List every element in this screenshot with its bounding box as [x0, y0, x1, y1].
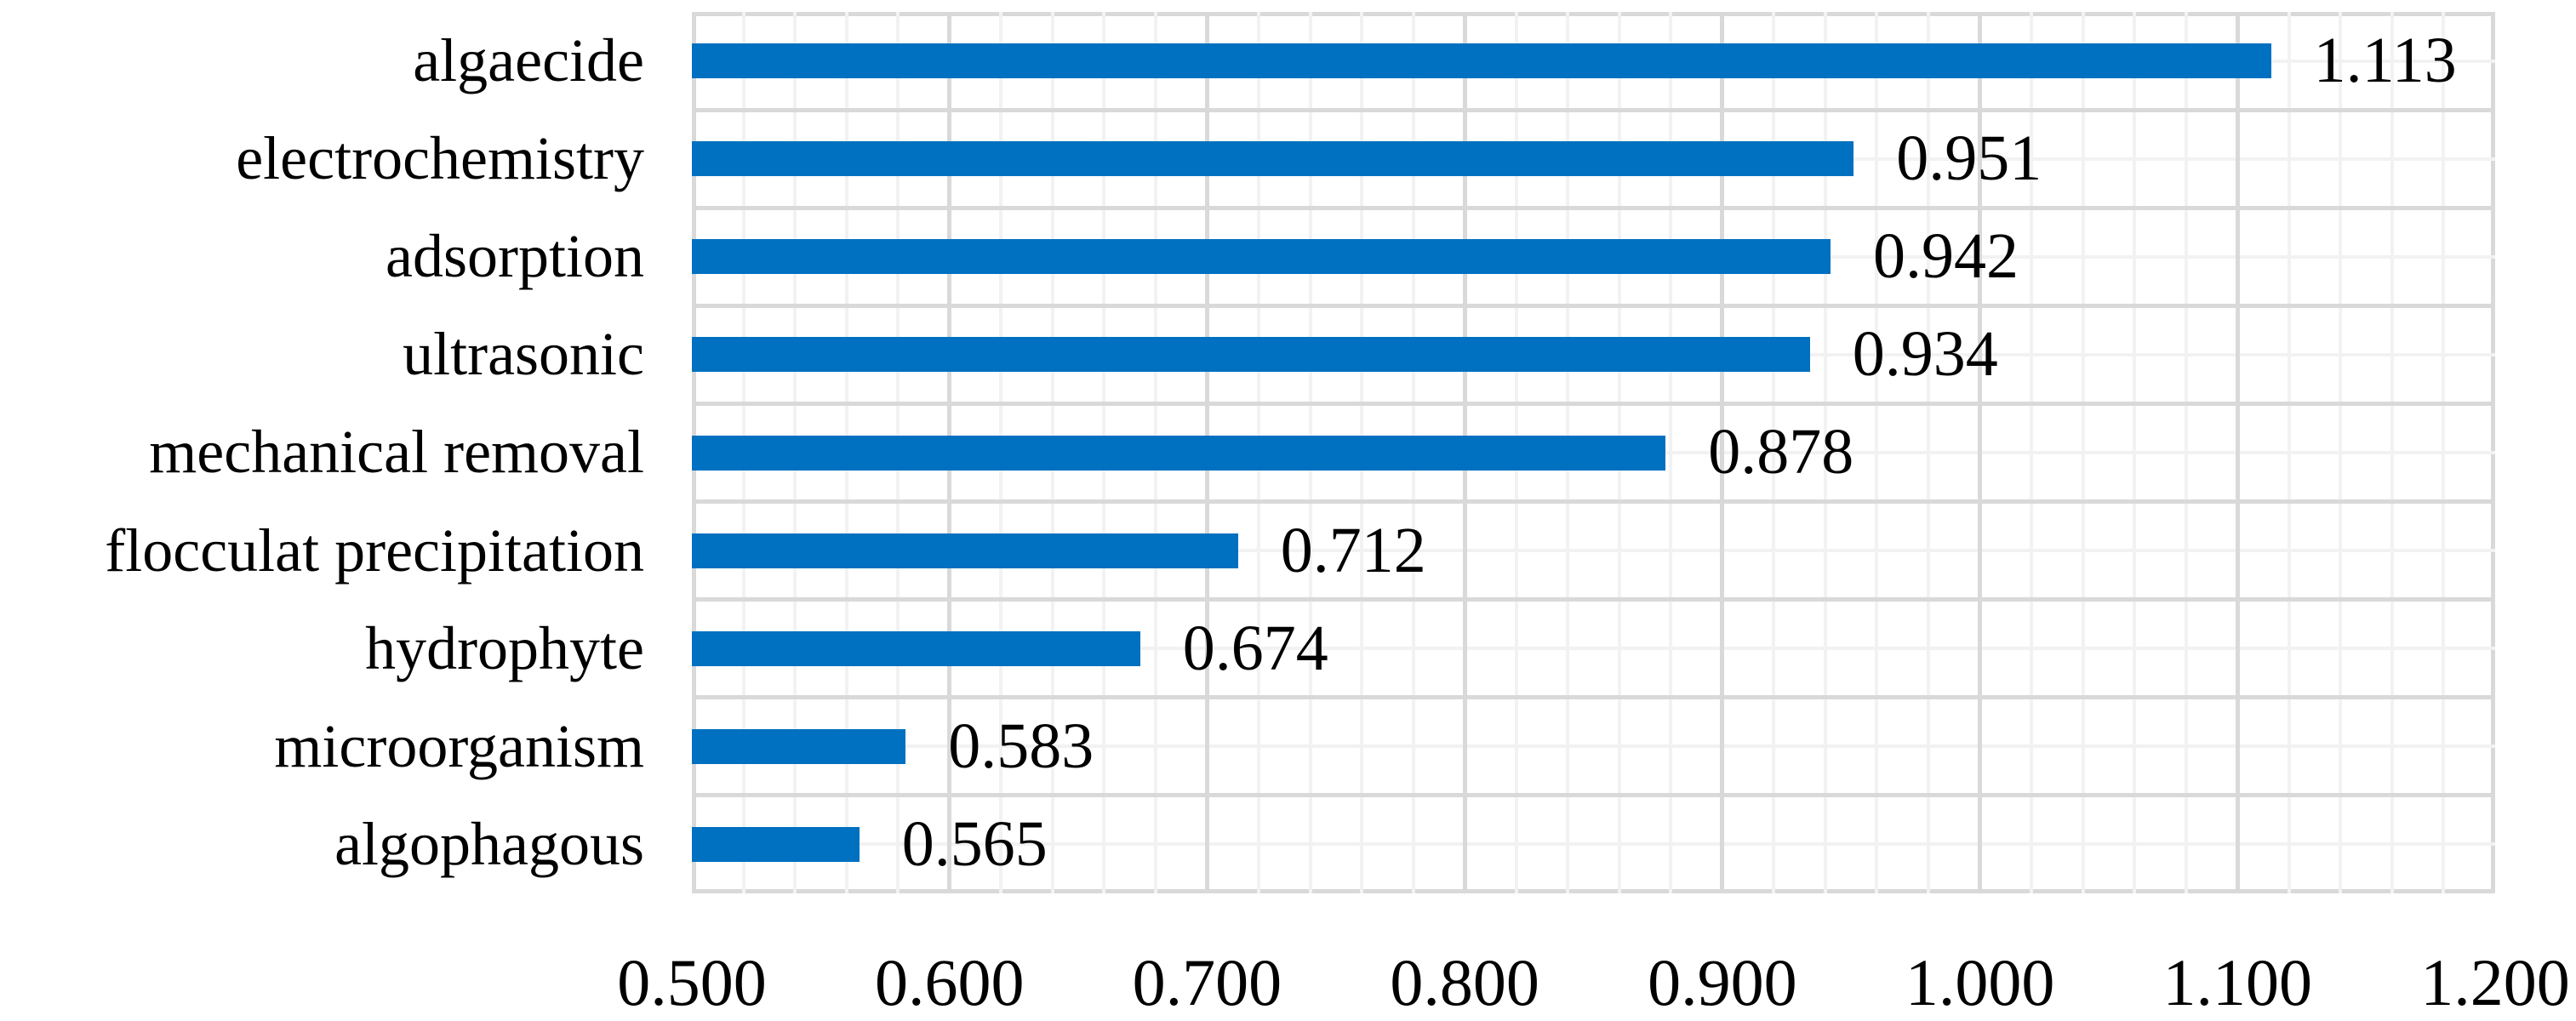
value-label: 0.712 [1280, 514, 1426, 586]
x-tick-label: 1.200 [2420, 945, 2570, 1019]
y-major-gridline [692, 695, 2495, 700]
value-label: 0.942 [1872, 220, 2019, 293]
bar-microorganism [692, 728, 906, 764]
value-label: 0.583 [948, 710, 1094, 782]
y-minor-gridline [692, 842, 2495, 847]
x-major-gridline [2235, 12, 2240, 893]
y-major-gridline [692, 303, 2495, 308]
bar-hydrophyte [692, 630, 1140, 666]
value-label: 0.674 [1182, 612, 1328, 684]
x-tick-label: 1.000 [1905, 945, 2055, 1019]
category-label: ultrasonic [403, 320, 644, 389]
category-label: hydrophyte [365, 613, 644, 682]
category-label: algophagous [334, 809, 644, 878]
category-label: adsorption [386, 222, 644, 291]
plot-area [692, 12, 2495, 893]
bar-adsorption [692, 239, 1831, 275]
value-label: 1.113 [2313, 25, 2457, 96]
value-label: 0.934 [1852, 318, 1998, 391]
x-major-gridline [1978, 12, 1983, 893]
category-label: electrochemistry [236, 124, 644, 193]
bar-ultrasonic [692, 337, 1810, 373]
value-label: 0.951 [1896, 123, 2042, 195]
category-label: mechanical removal [149, 418, 644, 487]
y-major-gridline [692, 597, 2495, 602]
y-minor-gridline [692, 744, 2495, 749]
x-tick-label: 0.900 [1648, 945, 1797, 1019]
y-major-gridline [692, 793, 2495, 798]
category-label: microorganism [274, 711, 644, 780]
x-tick-label: 1.100 [2162, 945, 2313, 1019]
x-major-gridline [1720, 12, 1725, 893]
y-minor-gridline [692, 647, 2495, 651]
bar-algaecide [692, 43, 2271, 79]
y-major-gridline [692, 499, 2495, 505]
y-major-gridline [692, 107, 2495, 112]
x-tick-label: 0.800 [1390, 945, 1539, 1019]
bar-algophagous [692, 826, 860, 862]
bar-electrochemistry [692, 141, 1854, 177]
value-label: 0.565 [901, 807, 1048, 880]
category-label: algaecide [413, 26, 644, 94]
x-tick-label: 0.500 [617, 945, 767, 1019]
x-tick-label: 0.600 [874, 945, 1025, 1019]
category-label: flocculat precipitation [105, 516, 644, 585]
bar-mechanical-removal [692, 435, 1666, 471]
value-label: 0.878 [1708, 416, 1854, 488]
bar-flocculat-precipitation [692, 533, 1238, 568]
x-tick-label: 0.700 [1132, 945, 1282, 1019]
y-minor-gridline [692, 549, 2495, 553]
y-major-gridline [692, 401, 2495, 406]
y-major-gridline [692, 205, 2495, 210]
